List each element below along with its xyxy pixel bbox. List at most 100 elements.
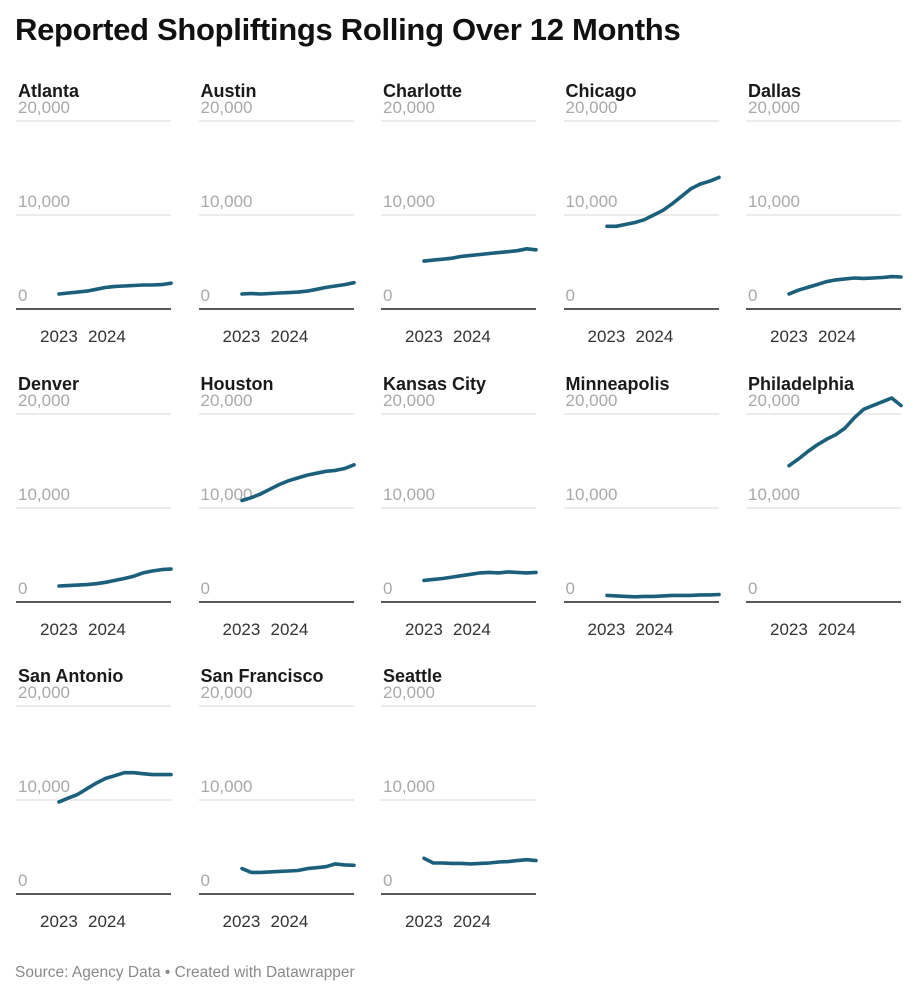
series-line bbox=[57, 566, 173, 588]
x-tick-label: 2023 bbox=[770, 327, 808, 346]
series-line bbox=[422, 856, 538, 866]
y-tick-label: 10,000 bbox=[383, 484, 435, 504]
panel-austin: Austin 0 10,000 20,000 2023 2024 bbox=[198, 81, 359, 351]
panel-philadelphia: Philadelphia 0 10,000 20,000 2023 2024 bbox=[746, 374, 906, 644]
y-tick-label: 0 bbox=[200, 871, 210, 890]
panel-plot bbox=[381, 413, 538, 603]
panel-plot bbox=[563, 120, 721, 310]
x-tick-label: 2023 bbox=[405, 619, 443, 639]
y-tick-label: 20,000 bbox=[18, 98, 70, 117]
panel-title: Philadelphia bbox=[748, 373, 855, 394]
panel-title: Dallas bbox=[748, 81, 802, 101]
series-line bbox=[604, 592, 721, 599]
x-tick-label: 2023 bbox=[40, 327, 78, 346]
y-tick-label: 10,000 bbox=[748, 484, 800, 504]
x-tick-label: 2023 bbox=[222, 912, 261, 931]
y-tick-label: 0 bbox=[383, 286, 393, 305]
x-tick-label: 2023 bbox=[770, 619, 808, 639]
series-line bbox=[57, 281, 173, 296]
x-tick-label: 2024 bbox=[88, 619, 126, 639]
panel-plot bbox=[563, 413, 721, 603]
panel-plot bbox=[16, 705, 173, 895]
y-tick-label: 20,000 bbox=[748, 98, 800, 117]
y-tick-label: 20,000 bbox=[200, 98, 253, 117]
panel-chicago: Chicago 0 10,000 20,000 2023 2024 bbox=[563, 81, 724, 351]
y-tick-label: 20,000 bbox=[200, 683, 253, 702]
y-tick-label: 10,000 bbox=[383, 777, 435, 796]
series-line bbox=[604, 175, 721, 229]
y-tick-label: 20,000 bbox=[565, 98, 618, 117]
panel-title: Charlotte bbox=[383, 81, 463, 101]
x-tick-label: 2023 bbox=[222, 327, 261, 346]
y-tick-label: 20,000 bbox=[383, 98, 435, 117]
y-tick-label: 10,000 bbox=[200, 777, 253, 796]
series-line bbox=[422, 569, 538, 582]
y-tick-label: 20,000 bbox=[200, 390, 253, 410]
y-tick-label: 0 bbox=[565, 286, 575, 305]
y-tick-label: 10,000 bbox=[18, 777, 70, 796]
source-footer: Source: Agency Data • Created with Dataw… bbox=[15, 964, 355, 981]
x-tick-label: 2024 bbox=[270, 912, 309, 931]
panel-plot bbox=[381, 705, 538, 895]
y-tick-label: 10,000 bbox=[18, 192, 70, 211]
x-tick-label: 2024 bbox=[453, 912, 491, 931]
x-tick-label: 2024 bbox=[88, 327, 126, 346]
series-line bbox=[787, 274, 903, 296]
panel-title: Denver bbox=[18, 373, 80, 394]
panel-title: Seattle bbox=[383, 666, 443, 686]
panel-title: Atlanta bbox=[18, 81, 80, 101]
y-tick-label: 20,000 bbox=[748, 390, 800, 410]
x-tick-label: 2023 bbox=[405, 327, 443, 346]
y-tick-label: 10,000 bbox=[383, 192, 435, 211]
y-tick-label: 20,000 bbox=[565, 390, 618, 410]
x-tick-label: 2023 bbox=[587, 327, 626, 346]
x-tick-label: 2023 bbox=[40, 912, 78, 931]
panel-title: Kansas City bbox=[383, 373, 487, 394]
x-tick-label: 2024 bbox=[453, 619, 491, 639]
panel-plot bbox=[746, 395, 903, 603]
x-tick-label: 2024 bbox=[818, 327, 856, 346]
y-tick-label: 20,000 bbox=[383, 390, 435, 410]
y-tick-label: 0 bbox=[748, 578, 758, 598]
y-tick-label: 0 bbox=[383, 871, 393, 890]
panel-atlanta: Atlanta 0 10,000 20,000 2023 2024 bbox=[16, 81, 176, 351]
panel-san-antonio: San Antonio 0 10,000 20,000 2023 2024 bbox=[16, 666, 176, 936]
y-tick-label: 20,000 bbox=[18, 683, 70, 702]
panel-kansas-city: Kansas City 0 10,000 20,000 2023 2024 bbox=[381, 374, 541, 644]
x-tick-label: 2024 bbox=[88, 912, 126, 931]
panel-plot bbox=[198, 120, 356, 310]
x-tick-label: 2024 bbox=[818, 619, 856, 639]
series-line bbox=[422, 247, 538, 263]
y-tick-label: 10,000 bbox=[200, 484, 253, 504]
panel-title: Minneapolis bbox=[565, 373, 670, 394]
y-tick-label: 0 bbox=[383, 578, 393, 598]
y-tick-label: 0 bbox=[18, 871, 28, 890]
y-tick-label: 0 bbox=[200, 578, 210, 598]
chart-title: Reported Shopliftings Rolling Over 12 Mo… bbox=[15, 12, 681, 47]
panel-dallas: Dallas 0 10,000 20,000 2023 2024 bbox=[746, 81, 906, 351]
panel-minneapolis: Minneapolis 0 10,000 20,000 2023 2024 bbox=[563, 373, 724, 644]
y-tick-label: 10,000 bbox=[18, 484, 70, 504]
y-tick-label: 10,000 bbox=[200, 192, 253, 211]
panel-title: Austin bbox=[200, 81, 257, 101]
y-tick-label: 10,000 bbox=[748, 192, 800, 211]
panel-san-francisco: San Francisco 0 10,000 20,000 2023 2024 bbox=[198, 666, 359, 936]
series-line bbox=[239, 462, 356, 502]
y-tick-label: 10,000 bbox=[565, 484, 618, 504]
panel-plot bbox=[198, 705, 356, 895]
panel-charlotte: Charlotte 0 10,000 20,000 2023 2024 bbox=[381, 81, 541, 351]
series-line bbox=[239, 280, 356, 296]
y-tick-label: 0 bbox=[200, 286, 210, 305]
y-tick-label: 0 bbox=[18, 578, 28, 598]
panel-title: Houston bbox=[200, 373, 274, 394]
y-tick-label: 10,000 bbox=[565, 192, 618, 211]
panel-title: San Antonio bbox=[18, 666, 124, 686]
panel-plot bbox=[198, 413, 356, 603]
x-tick-label: 2024 bbox=[635, 619, 674, 639]
series-line bbox=[787, 395, 903, 468]
y-tick-label: 0 bbox=[18, 286, 28, 305]
y-tick-label: 0 bbox=[565, 578, 575, 598]
panel-plot bbox=[381, 120, 538, 310]
x-tick-label: 2024 bbox=[453, 327, 491, 346]
x-tick-label: 2024 bbox=[270, 327, 309, 346]
